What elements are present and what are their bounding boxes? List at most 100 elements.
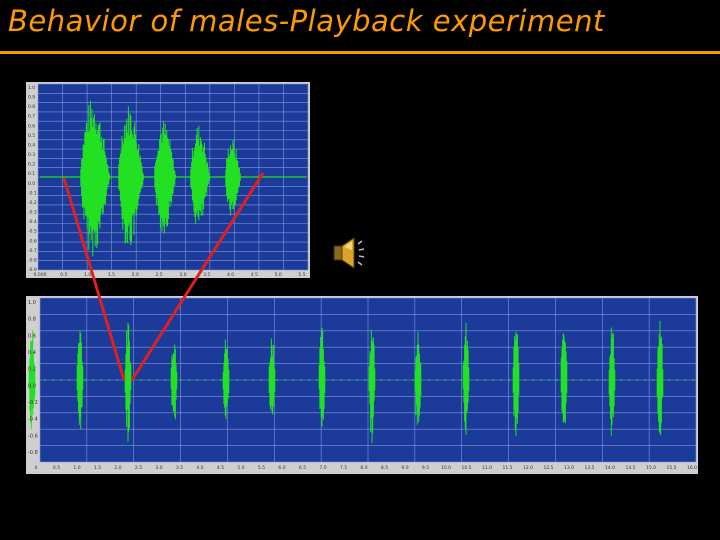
axis-tick-label: 8.0 <box>360 465 367 471</box>
top-y-axis-labels: 1.0 0.9 0.8 0.7 0.6 0.5 0.4 0.3 0.2 0.1 0.0 -0.1 -0.… <box>28 85 37 273</box>
axis-tick-label: 4.0 <box>196 465 203 471</box>
burst-trace <box>462 322 470 435</box>
axis-tick-label: 1.0 <box>73 465 80 471</box>
axis-tick-label: 3.5 <box>203 272 210 278</box>
pointer-line-left <box>62 177 126 381</box>
axis-tick-label: 0.5 <box>28 133 35 139</box>
call-burst <box>560 333 568 424</box>
call-burst <box>28 330 36 429</box>
axis-tick-label: 4.5 <box>217 465 224 471</box>
axis-tick-label: 3.0 <box>179 272 186 278</box>
burst-trace <box>28 330 36 429</box>
axis-tick-label: 15.0 <box>646 465 656 471</box>
axis-tick-label: 13.0 <box>564 465 574 471</box>
burst-trace <box>414 331 422 425</box>
axis-tick-label: 6.5 <box>299 465 306 471</box>
axis-tick-label: 4.0 <box>227 272 234 278</box>
axis-tick-label: 10.5 <box>461 465 471 471</box>
top-oscillogram: 1.0 0.9 0.8 0.7 0.6 0.5 0.4 0.3 0.2 0.1 0.0 -0.1 -0.… <box>26 82 310 278</box>
burst-trace <box>268 338 276 415</box>
axis-tick-label: -0.3 <box>28 210 37 216</box>
call-burst <box>368 329 376 444</box>
bottom-x-axis-labels: 0 0.5 1.0 1.5 2.0 2.5 3.0 3.5 4.0 4.5 5.0 5.5 6.0 6.5… <box>35 465 698 471</box>
call-burst <box>170 344 178 420</box>
axis-tick-label: 8.5 <box>381 465 388 471</box>
axis-tick-label: 0.6 <box>28 123 35 129</box>
axis-tick-label: 0.6 <box>28 333 36 339</box>
axis-tick-label: 6.0 <box>278 465 285 471</box>
burst-trace <box>76 331 84 429</box>
axis-tick-label: -0.9 <box>28 267 37 273</box>
burst-trace <box>225 139 241 216</box>
axis-tick-label: 0.0 <box>28 383 36 389</box>
call-burst <box>190 125 210 224</box>
axis-tick-label: 0.7 <box>28 114 35 120</box>
axis-tick-label: 9.5 <box>422 465 429 471</box>
call-burst <box>222 339 230 420</box>
bottom-oscillogram: 1.0 0.8 0.6 0.4 0.2 0.0 -0.2 -0.4 -0.6 -0.8 0 0.5 1… <box>26 296 698 474</box>
burst-trace <box>512 331 520 437</box>
bottom-waveform <box>28 320 694 444</box>
axis-tick-label: -0.2 <box>28 400 38 406</box>
axis-tick-label: -0.8 <box>28 257 37 263</box>
axis-tick-label: 5.0 <box>237 465 244 471</box>
speaker-sound-icon[interactable] <box>333 237 365 269</box>
axis-tick-label: 1.0 <box>84 272 91 278</box>
axis-tick-label: 0.8 <box>28 104 35 110</box>
call-burst <box>268 338 276 415</box>
pointer-line-right <box>130 172 265 381</box>
axis-tick-label: 0.3 <box>28 152 35 158</box>
axis-tick-label: 5.5 <box>298 272 305 278</box>
call-burst <box>124 322 132 442</box>
burst-trace <box>190 125 210 224</box>
axis-tick-label: -0.4 <box>28 417 38 423</box>
burst-trace <box>222 339 230 420</box>
axis-tick-label: 15.5 <box>666 465 676 471</box>
axis-tick-label: -0.4 <box>28 219 37 225</box>
call-burst <box>462 322 470 435</box>
axis-tick-label: 7.5 <box>340 465 347 471</box>
axis-tick-label: 1.0 <box>28 300 36 306</box>
axis-tick-label: 0.0 <box>28 181 35 187</box>
axis-tick-label: -0.6 <box>28 433 38 439</box>
burst-trace <box>80 100 111 257</box>
slide-title: Behavior of males-Playback experiment <box>8 4 605 38</box>
burst-trace <box>656 320 664 436</box>
axis-tick-label: -0.6 <box>28 238 37 244</box>
burst-trace <box>318 327 326 427</box>
axis-tick-label: 14.0 <box>605 465 615 471</box>
axis-tick-label: 9.0 <box>401 465 408 471</box>
call-burst <box>80 100 111 257</box>
burst-trace <box>560 333 568 424</box>
axis-tick-label: 1.5 <box>108 272 115 278</box>
axis-tick-label: 2.0 <box>132 272 139 278</box>
axis-tick-label: 0.1 <box>28 171 35 177</box>
zoom-pointer-lines <box>62 172 265 381</box>
axis-tick-label: -0.7 <box>28 248 37 254</box>
axis-tick-label: 0.000 <box>34 272 47 278</box>
call-burst <box>512 331 520 437</box>
axis-tick-label: 0.4 <box>28 142 35 148</box>
axis-tick-label: 5.5 <box>258 465 265 471</box>
axis-tick-label: 0.8 <box>28 317 36 323</box>
axis-tick-label: 14.5 <box>625 465 635 471</box>
axis-tick-label: 5.0 <box>275 272 282 278</box>
call-burst <box>76 331 84 429</box>
axis-tick-label: -0.2 <box>28 200 37 206</box>
call-burst <box>154 121 177 234</box>
axis-tick-label: -0.1 <box>28 190 37 196</box>
burst-trace <box>368 329 376 444</box>
bottom-y-axis-labels: 1.0 0.8 0.6 0.4 0.2 0.0 -0.2 -0.4 -0.6 -0.8 <box>28 300 38 456</box>
burst-trace <box>170 344 178 420</box>
axis-tick-label: 12.5 <box>543 465 553 471</box>
axis-tick-label: -0.5 <box>28 229 37 235</box>
axis-tick-label: 7.0 <box>319 465 326 471</box>
axis-tick-label: -0.8 <box>28 450 38 456</box>
call-burst <box>118 106 145 246</box>
axis-tick-label: 0.2 <box>28 162 35 168</box>
axis-tick-label: 11.0 <box>482 465 492 471</box>
burst-trace <box>124 322 132 442</box>
burst-trace <box>118 106 145 246</box>
call-burst <box>225 139 241 216</box>
